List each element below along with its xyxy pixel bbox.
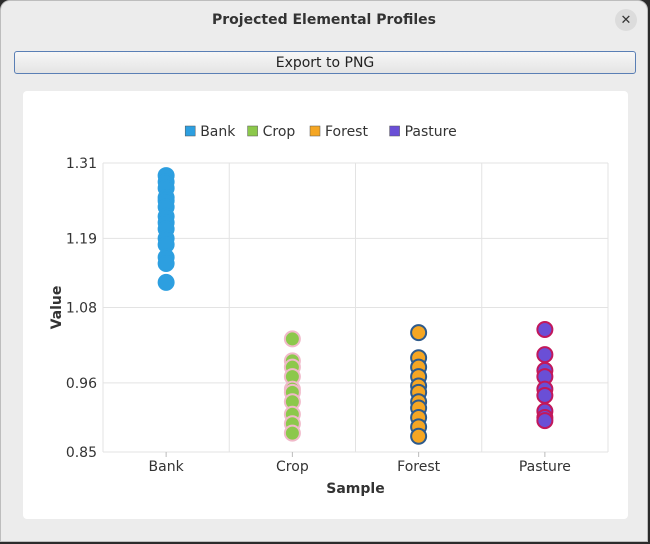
title-bar: Projected Elemental Profiles ✕ [1, 1, 647, 39]
data-point-bank [157, 273, 175, 291]
legend-swatch-bank [184, 125, 196, 137]
x-axis-title: Sample [326, 481, 384, 497]
y-tick-label: 1.31 [66, 156, 97, 172]
y-tick-label: 0.96 [66, 376, 97, 392]
data-point-pasture [536, 320, 554, 338]
y-tick-label: 1.19 [66, 231, 97, 247]
data-point-crop [283, 424, 301, 442]
data-point-pasture [536, 412, 554, 430]
data-point-forest [410, 324, 428, 342]
legend-swatch-crop [247, 125, 258, 137]
export-png-button[interactable]: Export to PNG [14, 51, 636, 74]
x-tick-label: Forest [397, 459, 440, 475]
chart-panel: 1.31 1.19 1.08 0.96 0.85 Bank Crop Forest Pastur… [23, 91, 628, 519]
x-tick-label: Crop [276, 459, 309, 475]
data-point-forest [410, 427, 428, 445]
y-axis-title: Value [49, 286, 65, 330]
data-point-pasture [536, 346, 554, 364]
data-point-pasture [536, 386, 554, 404]
legend-swatch-pasture [389, 125, 400, 137]
x-tick-label: Bank [149, 459, 185, 475]
close-button[interactable]: ✕ [615, 9, 637, 31]
scatter-chart: 1.31 1.19 1.08 0.96 0.85 Bank Crop Forest Pastur… [49, 124, 609, 497]
legend-label-pasture: Pasture [405, 124, 457, 140]
legend-label-crop: Crop [263, 124, 296, 140]
data-point-bank [157, 255, 175, 273]
close-icon: ✕ [620, 12, 632, 28]
legend-label-bank: Bank [200, 124, 236, 140]
y-tick-label: 1.08 [66, 301, 97, 317]
legend-label-forest: Forest [325, 124, 368, 140]
y-tick-label: 0.85 [66, 445, 97, 461]
data-point-crop [283, 330, 301, 348]
legend-swatch-forest [309, 125, 321, 137]
x-tick-label: Pasture [519, 459, 571, 475]
window-title: Projected Elemental Profiles [212, 12, 436, 28]
